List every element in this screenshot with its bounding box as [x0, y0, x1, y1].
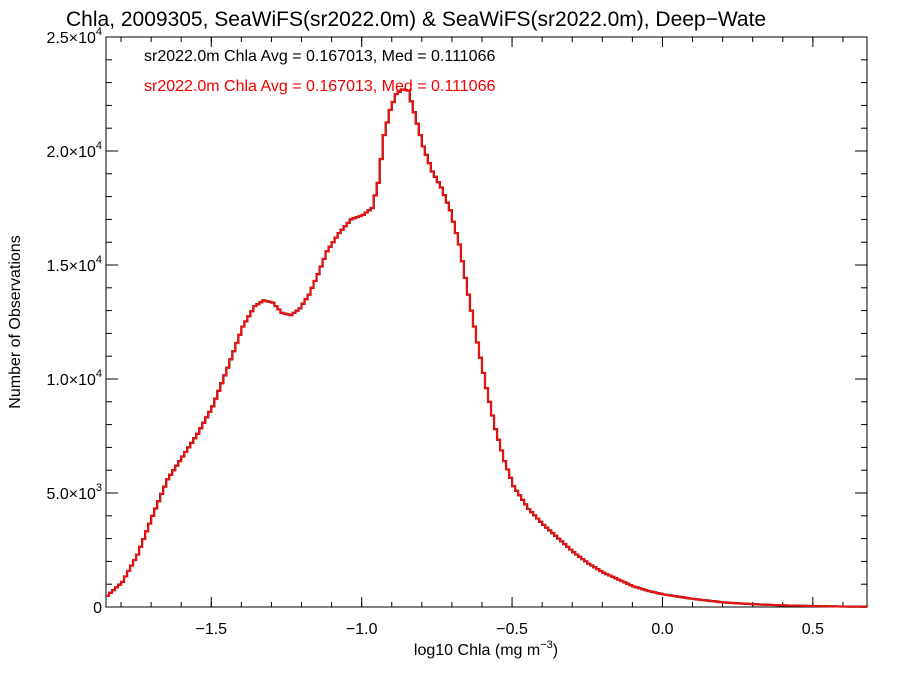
x-ticks: −1.5 −1.0 −0.5 0.0 0.5 — [120, 37, 844, 638]
y-tick-label-mantissa: 1.0×10 — [46, 372, 95, 389]
y-tick-label-2: 1.0×104 — [46, 368, 102, 389]
y-tick-label-mantissa: 0 — [93, 600, 102, 617]
series-lines — [106, 88, 869, 608]
y-tick-label-1: 5.0×103 — [46, 482, 102, 503]
x-axis-label-main: log10 Chla (mg m — [414, 642, 540, 659]
y-tick-label-exponent: 4 — [96, 368, 102, 380]
y-tick-label-exponent: 4 — [96, 26, 102, 38]
x-tick-label-1: −1.0 — [346, 621, 378, 638]
y-tick-label-0: 0 — [93, 600, 102, 617]
x-axis-label: log10 Chla (mg m−3) — [414, 639, 558, 659]
x-tick-label-2: −0.5 — [496, 621, 528, 638]
annotation-red: sr2022.0m Chla Avg = 0.167013, Med = 0.1… — [144, 78, 495, 95]
y-tick-label-4: 2.0×104 — [46, 140, 102, 161]
x-tick-label-4: 0.5 — [802, 621, 824, 638]
y-tick-label-5: 2.5×104 — [46, 26, 102, 47]
x-tick-label-0: −1.5 — [195, 621, 227, 638]
y-tick-label-exponent: 4 — [96, 140, 102, 152]
chart-title: Chla, 2009305, SeaWiFS(sr2022.0m) & SeaW… — [66, 8, 766, 31]
y-tick-label-mantissa: 1.5×10 — [46, 258, 95, 275]
y-tick-label-exponent: 3 — [96, 482, 102, 494]
y-tick-label-3: 1.5×104 — [46, 254, 102, 275]
y-tick-label-mantissa: 5.0×10 — [46, 486, 95, 503]
x-tick-label-3: 0.0 — [651, 621, 673, 638]
y-tick-label-mantissa: 2.5×10 — [46, 30, 95, 47]
x-axis-label-sup: −3 — [540, 639, 553, 651]
y-axis-label: Number of Observations — [7, 235, 24, 408]
series-black-line — [106, 88, 869, 608]
annotation-black: sr2022.0m Chla Avg = 0.167013, Med = 0.1… — [144, 48, 495, 65]
series-red-line — [106, 88, 868, 608]
x-axis-label-end: ) — [553, 642, 558, 659]
plot-frame — [105, 36, 868, 608]
y-tick-label-exponent: 4 — [96, 254, 102, 266]
y-tick-label-mantissa: 2.0×10 — [46, 144, 95, 161]
